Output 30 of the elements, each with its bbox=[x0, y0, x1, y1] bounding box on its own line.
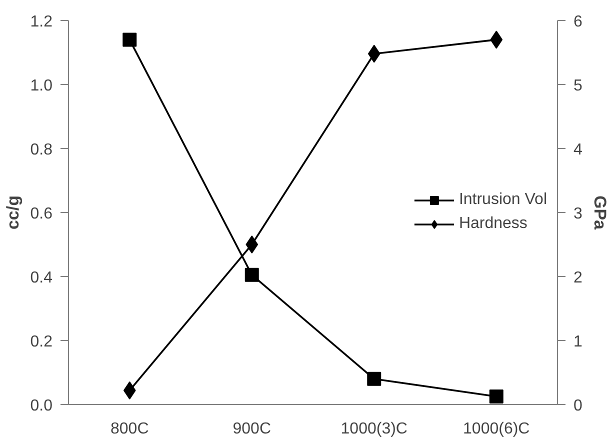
y-tick-label: 0.2 bbox=[30, 334, 53, 350]
x-tick-label: 800C bbox=[110, 420, 149, 438]
y-axis-title: cc/g bbox=[3, 195, 22, 230]
point bbox=[122, 32, 137, 47]
point bbox=[244, 268, 259, 282]
y2-axis-title: GPa bbox=[590, 195, 610, 230]
y2-tick-label: 1 bbox=[574, 334, 582, 350]
y2-tick-label: 4 bbox=[574, 142, 582, 158]
y-tick-label: 1.2 bbox=[30, 14, 53, 30]
y-tick-label: 0.6 bbox=[30, 206, 53, 222]
legend-label: Intrusion Vol bbox=[458, 191, 547, 209]
x-tick-label: 1000(3)C bbox=[340, 420, 408, 438]
y2-tick-label: 3 bbox=[574, 206, 582, 222]
y-tick-label: 0.8 bbox=[30, 142, 53, 158]
y-tick-label: 0.0 bbox=[30, 398, 53, 414]
y2-tick-label: 5 bbox=[574, 78, 582, 94]
point bbox=[123, 381, 136, 400]
x-tick-label: 1000(6)C bbox=[463, 420, 530, 438]
x-tick-label: 900C bbox=[232, 420, 271, 438]
point bbox=[367, 372, 382, 386]
legend-label: Hardness bbox=[458, 215, 528, 233]
y2-tick-label: 6 bbox=[574, 14, 582, 30]
y-tick-label: 0.4 bbox=[30, 270, 53, 286]
y2-tick-label: 2 bbox=[574, 270, 582, 286]
point bbox=[489, 390, 504, 404]
y-tick-label: 1.0 bbox=[30, 78, 53, 94]
point bbox=[246, 236, 258, 254]
point bbox=[490, 30, 503, 49]
y2-tick-label: 0 bbox=[574, 398, 582, 414]
point bbox=[368, 44, 380, 63]
